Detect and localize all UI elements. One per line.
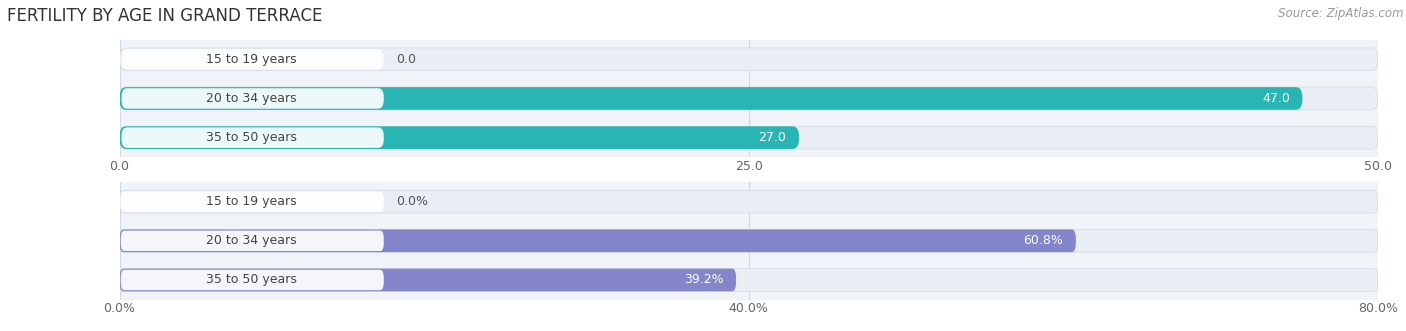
Text: 20 to 34 years: 20 to 34 years: [207, 234, 297, 247]
FancyBboxPatch shape: [120, 87, 1378, 110]
Text: 27.0: 27.0: [759, 131, 786, 144]
Text: 35 to 50 years: 35 to 50 years: [207, 131, 297, 144]
Text: 20 to 34 years: 20 to 34 years: [207, 92, 297, 105]
FancyBboxPatch shape: [121, 231, 384, 251]
FancyBboxPatch shape: [120, 229, 1076, 252]
Text: 35 to 50 years: 35 to 50 years: [207, 273, 297, 286]
FancyBboxPatch shape: [121, 191, 384, 212]
FancyBboxPatch shape: [121, 49, 384, 70]
FancyBboxPatch shape: [121, 127, 384, 148]
FancyBboxPatch shape: [121, 270, 384, 290]
Text: Source: ZipAtlas.com: Source: ZipAtlas.com: [1278, 7, 1403, 20]
Text: 60.8%: 60.8%: [1024, 234, 1063, 247]
Text: 0.0%: 0.0%: [396, 195, 429, 208]
FancyBboxPatch shape: [121, 88, 384, 109]
FancyBboxPatch shape: [120, 269, 737, 291]
Text: FERTILITY BY AGE IN GRAND TERRACE: FERTILITY BY AGE IN GRAND TERRACE: [7, 7, 322, 24]
Text: 15 to 19 years: 15 to 19 years: [207, 195, 297, 208]
Text: 39.2%: 39.2%: [683, 273, 724, 286]
Text: 0.0: 0.0: [396, 53, 416, 66]
FancyBboxPatch shape: [120, 126, 1378, 149]
Text: 47.0: 47.0: [1263, 92, 1289, 105]
Text: 15 to 19 years: 15 to 19 years: [207, 53, 297, 66]
FancyBboxPatch shape: [120, 190, 1378, 213]
FancyBboxPatch shape: [120, 48, 1378, 71]
FancyBboxPatch shape: [120, 126, 799, 149]
FancyBboxPatch shape: [120, 269, 1378, 291]
FancyBboxPatch shape: [120, 229, 1378, 252]
FancyBboxPatch shape: [120, 87, 1302, 110]
